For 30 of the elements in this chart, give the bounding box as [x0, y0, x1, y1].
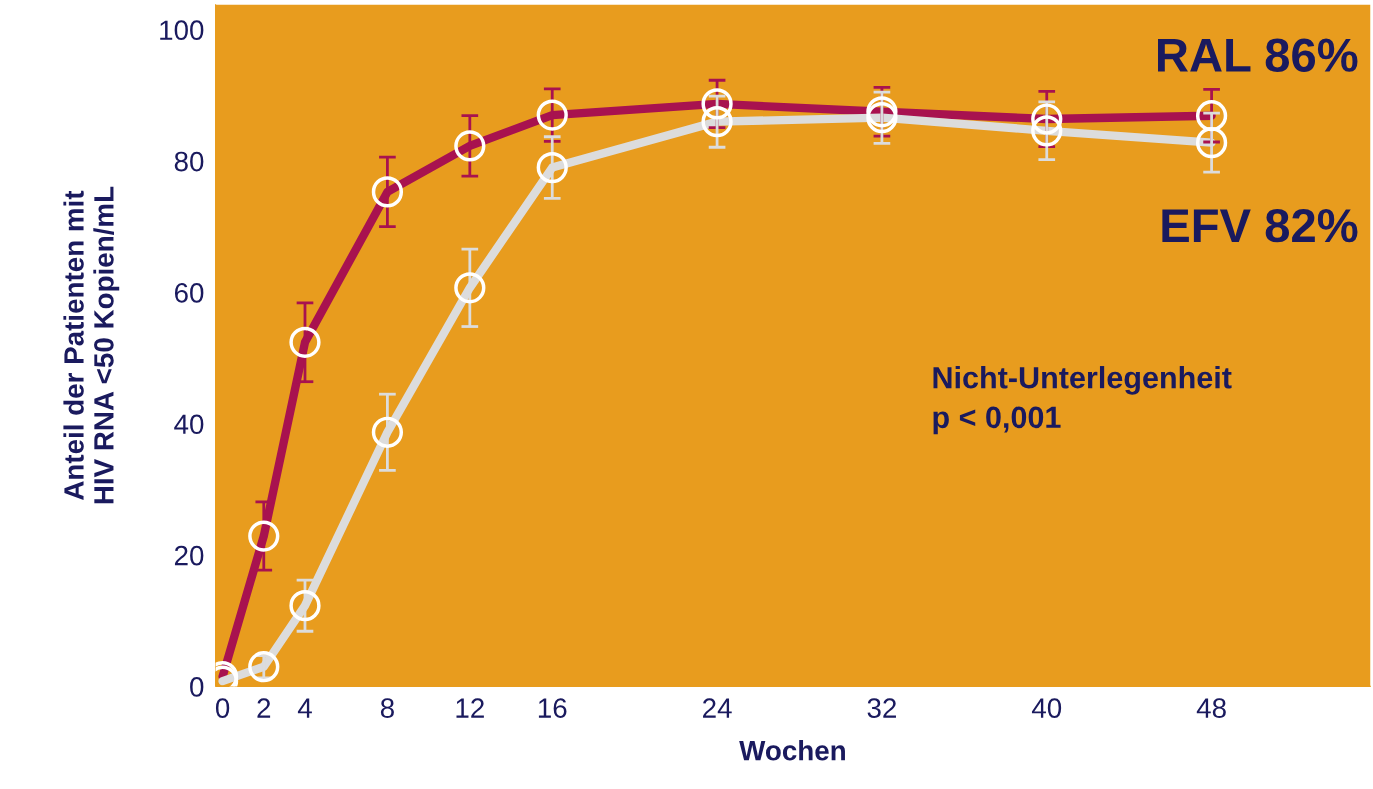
- x-axis-title: Wochen: [739, 740, 845, 761]
- x-tick-label: 48: [1196, 698, 1226, 718]
- annotation: RAL 86%: [1158, 38, 1358, 72]
- y-tick-label: 100: [160, 20, 204, 41]
- point: [536, 151, 568, 184]
- point: [1031, 115, 1063, 147]
- y-axis-title: Anteil der Patienten mit HIV RNA <50 Kopien/mL: [63, 186, 120, 504]
- point: [866, 102, 898, 134]
- x-tick-label: 4: [297, 698, 312, 718]
- x-tick-label: 16: [538, 698, 567, 718]
- point: [701, 106, 733, 138]
- annotation: Nicht-Unterlegenheit p < 0,001: [933, 366, 1232, 435]
- x-tick-label: 40: [1031, 698, 1062, 718]
- y-tick-label: 20: [174, 545, 204, 566]
- y-tick-label: 80: [174, 151, 204, 172]
- point: [1195, 127, 1228, 159]
- y-tick-label: 0: [190, 677, 204, 697]
- x-tick-label: 8: [380, 698, 394, 718]
- y-tick-label: 40: [174, 414, 204, 435]
- x-tick-label: 0: [215, 698, 230, 718]
- x-tick-label: 2: [257, 698, 271, 718]
- x-tick-label: 32: [867, 698, 896, 718]
- annotation: EFV 82%: [1162, 208, 1358, 243]
- point: [289, 590, 321, 622]
- point: [371, 416, 404, 448]
- y-tick-label: 60: [174, 283, 204, 303]
- point: [248, 651, 280, 683]
- point: [454, 272, 486, 304]
- x-tick-label: 24: [703, 698, 732, 718]
- x-tick-label: 12: [456, 698, 484, 718]
